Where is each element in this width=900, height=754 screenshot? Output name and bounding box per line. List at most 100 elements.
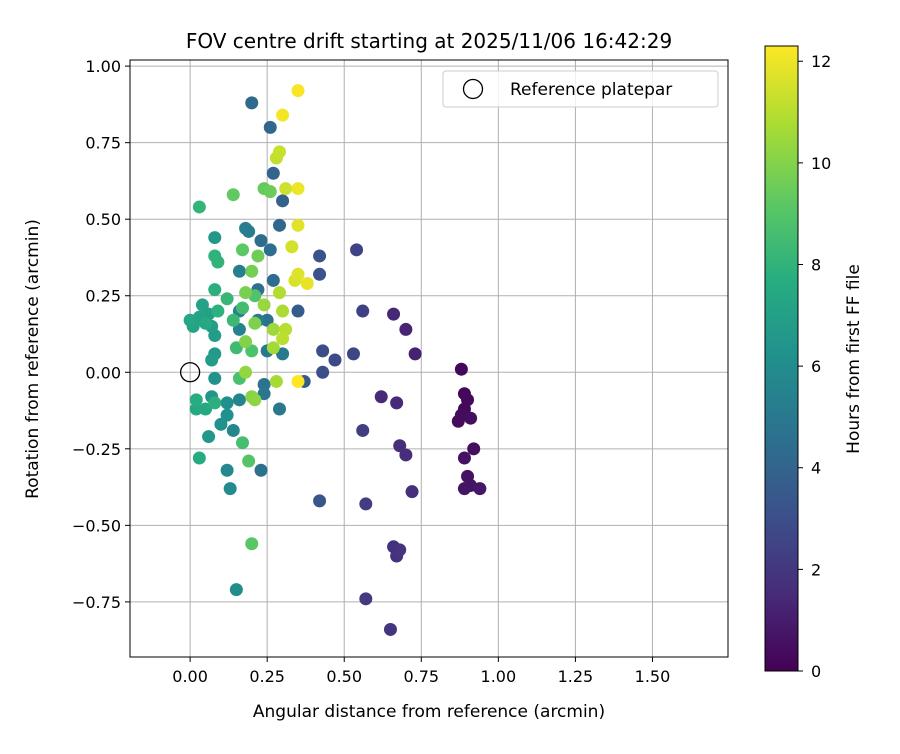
data-point [183,313,197,327]
data-point [199,402,213,416]
data-point [291,182,305,196]
data-point [208,371,222,385]
data-point [226,313,240,327]
data-point [236,436,250,450]
data-point [248,316,262,330]
data-point [454,362,468,376]
data-point [276,304,290,318]
data-point [199,316,213,330]
y-tick-label: −0.50 [72,516,121,535]
data-point [251,249,265,263]
y-axis-label: Rotation from reference (arcmin) [23,219,43,499]
data-point [208,396,222,410]
data-point [257,298,271,312]
data-point [208,283,222,297]
data-point [300,276,314,290]
data-point [393,439,407,453]
data-point [291,304,305,318]
data-point [457,451,471,465]
reference-platepar-marker [179,362,201,383]
colorbar [764,45,799,672]
data-point [195,298,209,312]
legend-label-reference: Reference platepar [510,80,672,100]
x-tick-label: 0.00 [172,667,208,686]
data-point [232,393,246,407]
data-point [383,622,397,636]
data-point [232,322,246,336]
y-tick-label: 0.50 [85,210,121,229]
x-tick-label: 0.25 [249,667,285,686]
data-point [291,84,305,98]
data-point [316,365,330,379]
data-point [220,463,234,477]
data-point [257,387,271,401]
data-point [313,267,327,281]
data-point [276,108,290,122]
colorbar-tick-label: 6 [811,357,821,376]
colorbar-tick-label: 12 [811,52,831,71]
data-point [273,286,286,300]
data-point [356,304,370,318]
data-point [473,482,487,496]
data-point [464,411,478,425]
data-point [260,313,274,327]
data-point [276,194,290,208]
colorbar-tick-label: 2 [811,560,821,579]
data-point [273,402,286,416]
data-point [467,442,481,456]
y-tick-label: −0.75 [72,593,121,612]
data-point [192,200,206,214]
data-point [359,497,373,511]
colorbar-tick-label: 8 [811,255,821,274]
data-point [457,482,471,496]
data-point [226,423,240,437]
data-point [291,267,305,281]
data-point [236,301,250,315]
y-tick-label: 0.25 [85,287,121,306]
data-point [408,347,422,361]
data-point [239,286,253,300]
x-axis-ticks: 0.00 0.25 0.50 0.75 1.00 1.25 1.50 [172,657,670,686]
data-point [211,304,225,318]
x-tick-label: 1.00 [481,667,517,686]
colorbar-ticks: 0 2 4 6 8 10 12 [798,52,831,681]
data-point [273,145,286,159]
data-point [208,231,222,245]
data-point [276,332,290,346]
data-point [346,347,360,361]
data-point [229,341,243,355]
data-point [273,218,286,232]
data-point [266,273,280,287]
y-axis-ticks: −0.75 −0.50 −0.25 0.00 0.25 0.50 0.75 1.00 [72,57,130,612]
data-point [399,322,413,336]
data-point [211,255,225,269]
data-point [205,353,219,367]
data-point [285,240,299,254]
data-point [316,344,330,358]
data-point [239,365,253,379]
colorbar-label: Hours from first FF file [844,264,864,454]
data-point [390,396,404,410]
data-point [399,448,413,462]
legend-box [442,70,719,108]
data-point [236,243,250,257]
data-point [220,292,234,306]
colorbar-tick-label: 10 [811,154,831,173]
data-points [183,84,487,636]
data-point [242,224,256,238]
colorbar-tick-label: 4 [811,459,821,478]
data-point [245,537,259,551]
data-point [263,243,277,257]
data-point [291,218,305,232]
x-tick-label: 1.25 [558,667,594,686]
data-point [356,423,370,437]
chart-title: FOV centre drift starting at 2025/11/06 … [186,29,672,53]
y-tick-label: −0.25 [72,440,121,459]
data-point [254,463,268,477]
data-point [387,307,401,321]
x-tick-label: 1.50 [635,667,671,686]
data-point [245,96,259,110]
data-point [266,166,280,180]
data-point [451,414,465,428]
